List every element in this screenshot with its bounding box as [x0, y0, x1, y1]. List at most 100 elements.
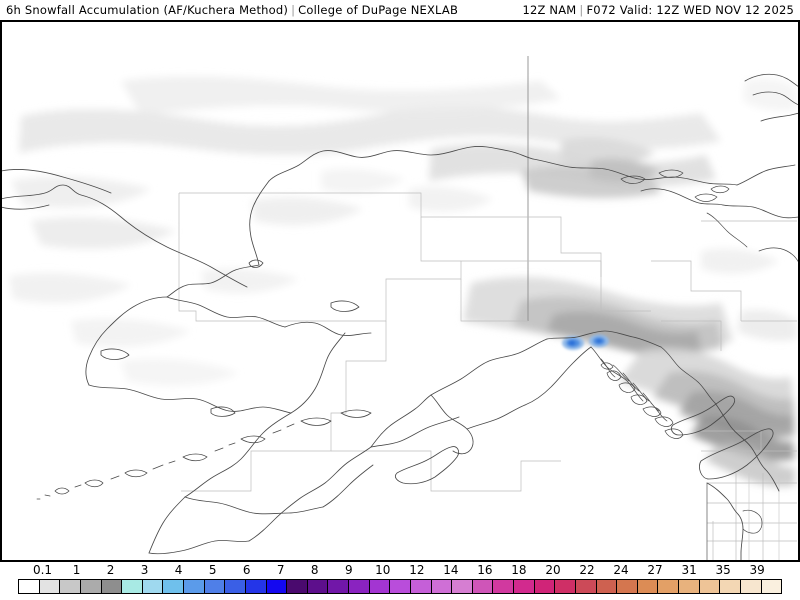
- coast-island-inner: [752, 91, 799, 106]
- shade-gulf-core: [547, 311, 701, 355]
- colorbar-tick-0.1: 0.1: [32, 563, 53, 577]
- colorbar-tick-24: 24: [613, 563, 629, 577]
- header-separator-2: |: [579, 3, 584, 17]
- shade-panhandle-3: [679, 390, 795, 439]
- colorbar-swatch-8: [184, 580, 205, 593]
- map-border: [1, 21, 799, 561]
- canada-arctic-islands: [620, 169, 684, 184]
- shade-bering-5: [121, 358, 239, 386]
- colorbar-legend: 0.1 1 2 3 4 5 6 7 8 9 10 12 14 16 18 20 22 24 27 31 35 39: [0, 562, 800, 600]
- colorbar-swatch-32: [679, 580, 700, 593]
- colorbar-swatch-25: [534, 580, 556, 593]
- island-pribilof: [210, 406, 236, 417]
- coast-mackenzie-delta: [640, 188, 724, 206]
- snowfall-map-canvas[interactable]: [1, 21, 799, 561]
- coast-chukotka-south: [1, 184, 248, 288]
- colorbar-swatch-23: [493, 580, 514, 593]
- coast-norton-west: [85, 296, 168, 386]
- coast-kuskokwim: [184, 412, 292, 498]
- header-separator: |: [291, 3, 296, 17]
- colorbar-tick-1: 1: [72, 563, 81, 577]
- colorbar-tick-18: 18: [511, 563, 527, 577]
- colorbar-swatch-35: [740, 580, 762, 593]
- coast-cook-inlet-w: [370, 394, 432, 448]
- coast-gulf-ne: [546, 330, 662, 348]
- colorbar-swatch-22: [472, 580, 494, 593]
- colorbar-swatch-5: [122, 580, 143, 593]
- coast-north-slope: [268, 146, 534, 182]
- coast-yukon-delta-n: [88, 384, 292, 414]
- coast-strait-georgia: [764, 468, 780, 492]
- coast-kodiak-approach: [370, 416, 460, 448]
- coast-chukotka-north: [1, 168, 112, 194]
- snowfall-maxima-layer: [562, 334, 609, 350]
- colorbar-swatch-3: [80, 580, 102, 593]
- max-blob-1-core: [568, 340, 576, 346]
- colorbar-tick-14: 14: [443, 563, 459, 577]
- coast-yk-delta-e: [290, 332, 346, 414]
- colorbar-swatch-0: [19, 580, 40, 593]
- island-st-lawrence: [330, 300, 360, 312]
- colorbar-tick-16: 16: [477, 563, 493, 577]
- colorbar-tick-10: 10: [375, 563, 391, 577]
- max-blob-2-core: [596, 339, 602, 343]
- shade-arctic-band-2: [121, 76, 561, 115]
- shade-interior-2: [409, 186, 493, 212]
- coast-washington: [706, 482, 744, 561]
- colorbar-swatch-29: [617, 580, 638, 593]
- colorbar-strip[interactable]: [18, 579, 782, 594]
- model-run-label: 12Z NAM: [522, 3, 577, 17]
- coast-kotzebue-north: [166, 264, 260, 298]
- island-vancouver: [699, 428, 774, 480]
- shade-bering-1: [11, 176, 151, 208]
- colorbar-swatch-33: [699, 580, 721, 593]
- colorbar-tick-12: 12: [409, 563, 425, 577]
- shade-bc-coast: [705, 443, 795, 487]
- shade-canada-3: [743, 78, 797, 111]
- island-unimak: [300, 417, 332, 426]
- coast-victoria-island: [744, 73, 799, 88]
- colorbar-tick-5: 5: [208, 563, 217, 577]
- valid-time-label: F072 Valid: 12Z WED NOV 12 2025: [586, 3, 794, 17]
- island-haida-gwaii: [670, 395, 736, 436]
- product-title: 6h Snowfall Accumulation (AF/Kuchera Met…: [6, 3, 289, 17]
- colorbar-swatch-10: [225, 580, 246, 593]
- shade-bering-2: [31, 217, 176, 249]
- coast-pws: [430, 338, 548, 396]
- colorbar-tick-8: 8: [310, 563, 319, 577]
- header-left-group: 6h Snowfall Accumulation (AF/Kuchera Met…: [6, 3, 458, 17]
- colorbar-tick-7: 7: [276, 563, 285, 577]
- colorbar-swatch-13: [287, 580, 308, 593]
- colorbar-tick-3: 3: [140, 563, 149, 577]
- coast-chukotka-bay: [1, 204, 50, 210]
- coast-yakutat: [524, 346, 592, 406]
- colorbar-swatch-6: [142, 580, 164, 593]
- mackenzie-islands: [694, 185, 730, 202]
- admin-boundaries-layer: [178, 56, 797, 561]
- colorbar-swatch-36: [761, 580, 782, 593]
- colorbar-swatch-7: [163, 580, 184, 593]
- colorbar-swatch-27: [575, 580, 597, 593]
- coast-aleutian-chain: [36, 423, 295, 500]
- colorbar-swatch-30: [637, 580, 659, 593]
- colorbar-swatch-31: [658, 580, 679, 593]
- colorbar-tick-35: 35: [715, 563, 731, 577]
- shade-interior-1: [321, 168, 405, 194]
- colorbar-swatch-21: [452, 580, 473, 593]
- colorbar-swatch-9: [204, 580, 226, 593]
- colorbar-swatch-28: [596, 580, 618, 593]
- header-bar: 6h Snowfall Accumulation (AF/Kuchera Met…: [0, 0, 800, 20]
- coast-panhandle-main: [590, 346, 644, 402]
- coast-ak-peninsula-s: [148, 540, 250, 555]
- colorbar-swatch-14: [307, 580, 329, 593]
- shade-interior-4: [589, 158, 661, 182]
- coast-canada-e: [722, 204, 799, 219]
- colorbar-tick-31: 31: [681, 563, 697, 577]
- coast-ak-peninsula-se: [248, 446, 372, 542]
- colorbar-swatch-2: [60, 580, 81, 593]
- colorbar-swatch-34: [720, 580, 741, 593]
- coast-seward-peninsula-e: [284, 321, 372, 336]
- map-frame[interactable]: [0, 20, 800, 562]
- island-st-matthew: [100, 348, 130, 360]
